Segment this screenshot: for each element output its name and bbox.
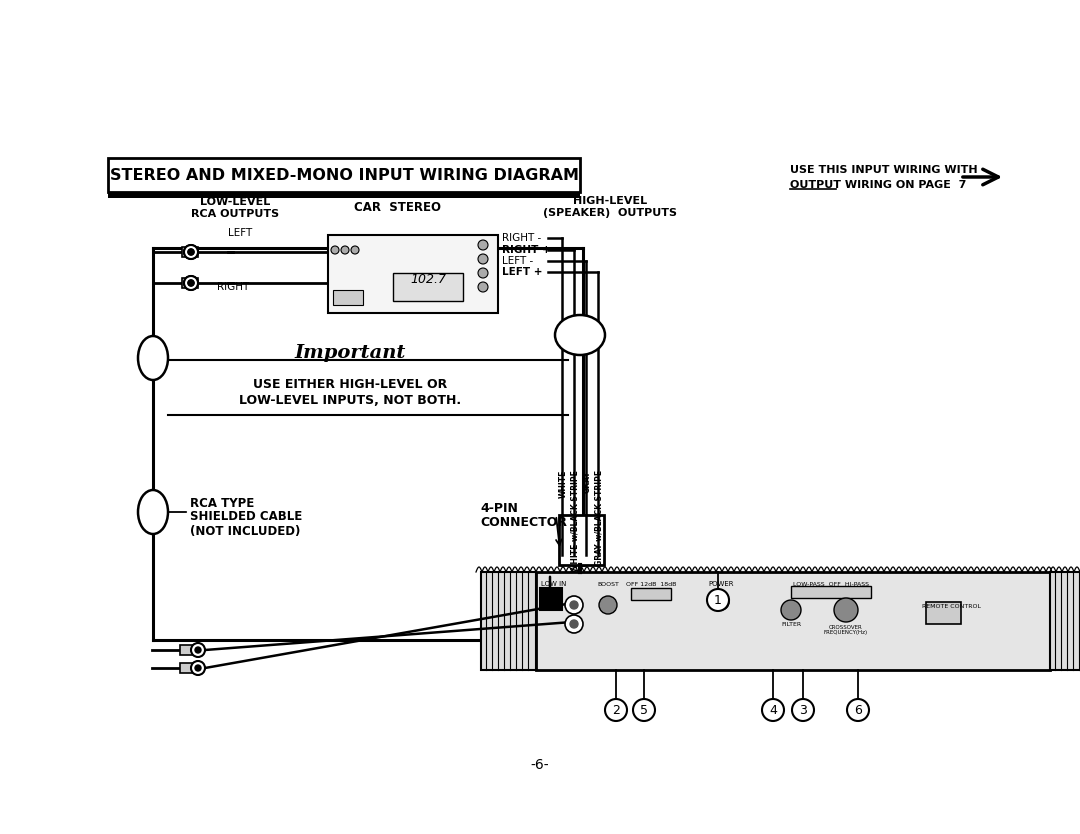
Text: USE THIS INPUT WIRING WITH: USE THIS INPUT WIRING WITH [789,165,977,175]
Text: RCA TYPE: RCA TYPE [190,496,254,510]
Circle shape [570,620,578,628]
Circle shape [478,268,488,278]
Ellipse shape [555,315,605,355]
Text: LEFT: LEFT [228,228,252,238]
Text: STEREO AND MIXED-MONO INPUT WIRING DIAGRAM: STEREO AND MIXED-MONO INPUT WIRING DIAGR… [109,168,579,183]
Text: Important: Important [295,344,406,362]
Circle shape [188,249,194,255]
Circle shape [184,245,198,259]
Text: LOW-PASS  OFF  HI-PASS: LOW-PASS OFF HI-PASS [793,581,869,586]
Circle shape [762,699,784,721]
Circle shape [184,276,198,290]
Text: 102.7: 102.7 [410,273,446,285]
Circle shape [633,699,654,721]
Text: 3: 3 [799,704,807,716]
Text: POWER: POWER [708,581,733,587]
Text: LOW IN: LOW IN [541,581,567,587]
Bar [333,290,363,305]
Bar [183,247,198,257]
Text: RIGHT -: RIGHT - [502,233,541,243]
Circle shape [781,600,801,620]
Circle shape [191,643,205,657]
Circle shape [330,246,339,254]
Text: LOW-LEVEL INPUTS, NOT BOTH.: LOW-LEVEL INPUTS, NOT BOTH. [239,394,461,406]
Text: REMOTE CONTROL: REMOTE CONTROL [921,605,981,610]
Text: 4: 4 [769,704,777,716]
Circle shape [707,589,729,611]
Circle shape [341,246,349,254]
Circle shape [713,594,729,610]
Text: HIGH-LEVEL
(SPEAKER)  OUTPUTS: HIGH-LEVEL (SPEAKER) OUTPUTS [543,196,677,219]
Text: -6-: -6- [530,758,550,772]
Bar [1050,572,1080,670]
Bar [108,192,580,198]
Circle shape [834,598,858,622]
Text: (NOT INCLUDED): (NOT INCLUDED) [190,525,300,537]
Circle shape [184,245,198,259]
Text: OUTPUT WIRING ON PAGE  7: OUTPUT WIRING ON PAGE 7 [789,180,967,190]
Text: GRAY: GRAY [582,470,592,493]
Bar [180,663,194,673]
Text: LEFT -: LEFT - [502,256,534,266]
Bar [540,588,562,610]
Bar [481,572,536,670]
Text: 5: 5 [640,704,648,716]
Bar [393,273,463,301]
Text: CAR  STEREO: CAR STEREO [354,200,442,214]
Circle shape [599,596,617,614]
Text: 2: 2 [612,704,620,716]
Circle shape [792,699,814,721]
Circle shape [570,601,578,609]
Text: OFF 12dB  18dB: OFF 12dB 18dB [625,581,676,586]
Bar [631,588,671,600]
Circle shape [188,280,194,286]
Text: CROSSOVER
FREQUENCY(Hz): CROSSOVER FREQUENCY(Hz) [824,625,868,636]
Text: RIGHT +: RIGHT + [502,245,551,255]
Ellipse shape [138,490,168,534]
Text: 4-PIN: 4-PIN [480,501,518,515]
Bar [536,572,1050,670]
Circle shape [847,699,869,721]
Text: LOW-LEVEL
RCA OUTPUTS: LOW-LEVEL RCA OUTPUTS [191,197,279,219]
Circle shape [478,240,488,250]
Text: LEFT +: LEFT + [502,267,542,277]
Text: WHITE w/BLACK STRIPE: WHITE w/BLACK STRIPE [570,470,580,572]
Circle shape [351,246,359,254]
Circle shape [191,661,205,675]
Text: SHIELDED CABLE: SHIELDED CABLE [190,510,302,524]
Ellipse shape [138,336,168,380]
Text: 1: 1 [714,594,721,606]
Bar [328,235,498,313]
Bar [108,158,580,192]
Circle shape [188,249,194,255]
Circle shape [478,254,488,264]
Bar [791,586,870,598]
Bar [926,602,961,624]
Circle shape [565,615,583,633]
Circle shape [605,699,627,721]
Circle shape [195,665,201,671]
Text: RIGHT: RIGHT [217,282,249,292]
Circle shape [184,276,198,290]
Text: CONNECTOR: CONNECTOR [480,515,567,529]
Text: GRAY w/BLACK STRIPE: GRAY w/BLACK STRIPE [594,470,604,566]
Text: 6: 6 [854,704,862,716]
Circle shape [565,596,583,614]
Text: USE EITHER HIGH-LEVEL OR: USE EITHER HIGH-LEVEL OR [253,378,447,390]
Circle shape [188,280,194,286]
Text: WHITE: WHITE [558,470,567,499]
Circle shape [195,647,201,653]
Text: FILTER: FILTER [781,621,801,626]
Circle shape [478,282,488,292]
Bar [559,515,604,565]
Text: BOOST: BOOST [597,581,619,586]
Bar [180,645,194,655]
Bar [183,278,198,288]
